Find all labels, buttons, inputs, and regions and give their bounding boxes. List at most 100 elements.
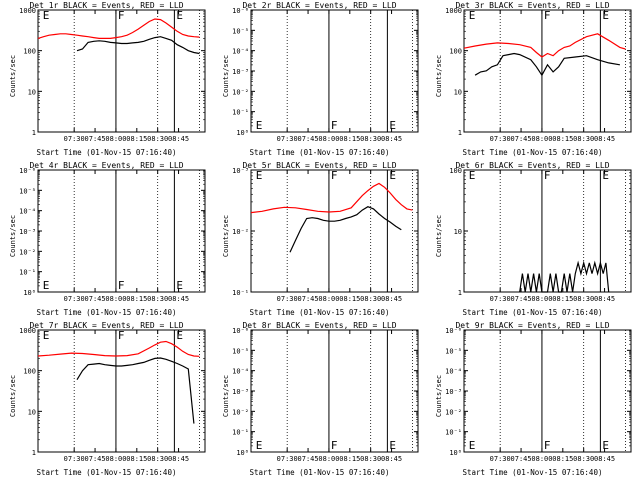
chart-panel: Det 6r BLACK = Events, RED = LLD Counts/s… [426,160,639,320]
x-tick-label: 08:45 [594,455,615,463]
x-tick-label: 07:30 [490,135,511,143]
x-tick-label: 07:45 [85,135,106,143]
y-tick-label: 10⁻² [232,408,249,416]
chart-plot: 1 10 100 1000 07:30 07:45 08:00 08:15 08:30 08:45… [19,327,206,463]
y-tick-label: 10⁻² [19,248,36,256]
y-tick-label: 10⁻³ [19,228,36,236]
orbit-marker-E: E [43,9,50,22]
y-tick-label: 10⁻³ [232,388,249,396]
x-axis-label: Start Time (01-Nov-15 07:16:40) [36,308,177,317]
orbit-marker-E: E [176,329,183,342]
chart-title: Det 9r BLACK = Events, RED = LLD [455,321,610,330]
x-tick-label: 08:00 [105,295,126,303]
y-tick-label: 10⁻⁵ [232,347,249,355]
chart-panel: Det 1r BLACK = Events, RED = LLD Counts/s… [0,0,213,160]
orbit-marker-E: E [176,279,183,292]
x-tick-label: 08:15 [339,455,360,463]
x-tick-label: 08:45 [381,455,402,463]
x-axis-label: Start Time (01-Nov-15 07:16:40) [249,468,390,477]
x-tick-label: 07:30 [490,295,511,303]
chart-panel: Det 4r BLACK = Events, RED = LLD Counts/s… [0,160,213,320]
orbit-marker-F: F [331,169,338,182]
x-tick-label: 08:30 [360,295,381,303]
chart-panel: Det 3r BLACK = Events, RED = LLD Counts/s… [426,0,639,160]
x-tick-label: 07:30 [64,135,85,143]
x-tick-label: 07:30 [277,295,298,303]
x-tick-label: 08:00 [105,135,126,143]
chart-plot: 1 10 100 1000 07:30 07:45 08:00 08:15 08:30 08:45… [445,7,632,143]
chart-title: Det 7r BLACK = Events, RED = LLD [29,321,184,330]
y-tick-label: 10⁻² [232,228,249,236]
x-tick-label: 08:30 [147,135,168,143]
x-tick-label: 08:45 [594,135,615,143]
chart-plot: 1 10 100 1000 07:30 07:45 08:00 08:15 08:30 08:45… [19,7,206,143]
x-axis-label: Start Time (01-Nov-15 07:16:40) [36,468,177,477]
y-tick-label: 10 [454,88,462,96]
x-tick-label: 08:45 [381,135,402,143]
x-tick-label: 08:30 [147,455,168,463]
chart-title: Det 2r BLACK = Events, RED = LLD [242,1,397,10]
y-tick-label: 10⁰ [23,289,36,297]
y-tick-label: 10⁻⁵ [232,27,249,35]
x-tick-label: 08:45 [594,295,615,303]
x-tick-label: 08:30 [360,135,381,143]
orbit-marker-F: F [544,439,551,452]
y-tick-label: 10⁻¹ [232,109,249,117]
x-axis-label: Start Time (01-Nov-15 07:16:40) [249,148,390,157]
orbit-marker-E: E [256,119,263,132]
y-tick-label: 10 [28,408,36,416]
chart-panel: Det 8r BLACK = Events, RED = LLD Counts/s… [213,320,426,480]
x-tick-label: 07:45 [298,295,319,303]
y-tick-label: 10⁰ [236,129,249,137]
y-tick-label: 1 [458,289,462,297]
x-tick-label: 08:45 [168,135,189,143]
orbit-marker-F: F [331,439,338,452]
y-tick-label: 10 [28,88,36,96]
y-tick-label: 10⁻³ [232,167,249,175]
orbit-marker-E: E [389,439,396,452]
y-tick-label: 10⁻⁴ [232,48,249,56]
orbit-marker-E: E [43,329,50,342]
x-tick-label: 07:45 [511,295,532,303]
chart-panel: Det 9r BLACK = Events, RED = LLD Counts/s… [426,320,639,480]
x-tick-label: 07:30 [490,455,511,463]
chart-title: Det 4r BLACK = Events, RED = LLD [29,161,184,170]
x-tick-label: 08:15 [339,295,360,303]
x-tick-label: 08:30 [147,295,168,303]
y-tick-label: 10⁻⁶ [232,327,249,335]
x-axis-label: Start Time (01-Nov-15 07:16:40) [462,148,603,157]
x-tick-label: 07:30 [277,455,298,463]
x-tick-label: 08:30 [360,455,381,463]
x-tick-label: 08:00 [318,295,339,303]
y-tick-label: 10⁻¹ [232,289,249,297]
plot-frame [250,169,419,293]
orbit-marker-F: F [118,279,125,292]
chart-title: Det 5r BLACK = Events, RED = LLD [242,161,397,170]
y-tick-label: 1 [32,449,36,457]
orbit-marker-E: E [469,169,476,182]
chart-plot: 10⁻¹ 10⁻² 10⁻³ 07:30 07:45 08:00 08:15 08:30 08:… [232,167,419,303]
x-tick-label: 08:45 [168,295,189,303]
x-tick-label: 07:45 [511,455,532,463]
x-tick-label: 08:15 [552,135,573,143]
y-tick-label: 10⁻¹ [232,429,249,437]
x-axis-label: Start Time (01-Nov-15 07:16:40) [36,148,177,157]
x-axis-label: Start Time (01-Nov-15 07:16:40) [249,308,390,317]
chart-title: Det 1r BLACK = Events, RED = LLD [29,1,184,10]
plot-frame [463,9,632,133]
series-line-lld [37,340,200,357]
series-line-lld [37,18,200,40]
series-line-events [519,260,610,293]
series-line-events [289,206,402,253]
x-tick-label: 08:15 [126,455,147,463]
y-tick-label: 10⁻⁵ [445,347,462,355]
chart-plot: 1 10 100 07:30 07:45 08:00 08:15 08:30 08:45 E F E [449,167,632,303]
series-line-lld [463,33,626,58]
series-line-events [474,52,621,77]
y-tick-label: 1000 [19,7,36,15]
plot-frame [250,329,419,453]
x-tick-label: 07:30 [64,295,85,303]
chart-title: Det 8r BLACK = Events, RED = LLD [242,321,397,330]
